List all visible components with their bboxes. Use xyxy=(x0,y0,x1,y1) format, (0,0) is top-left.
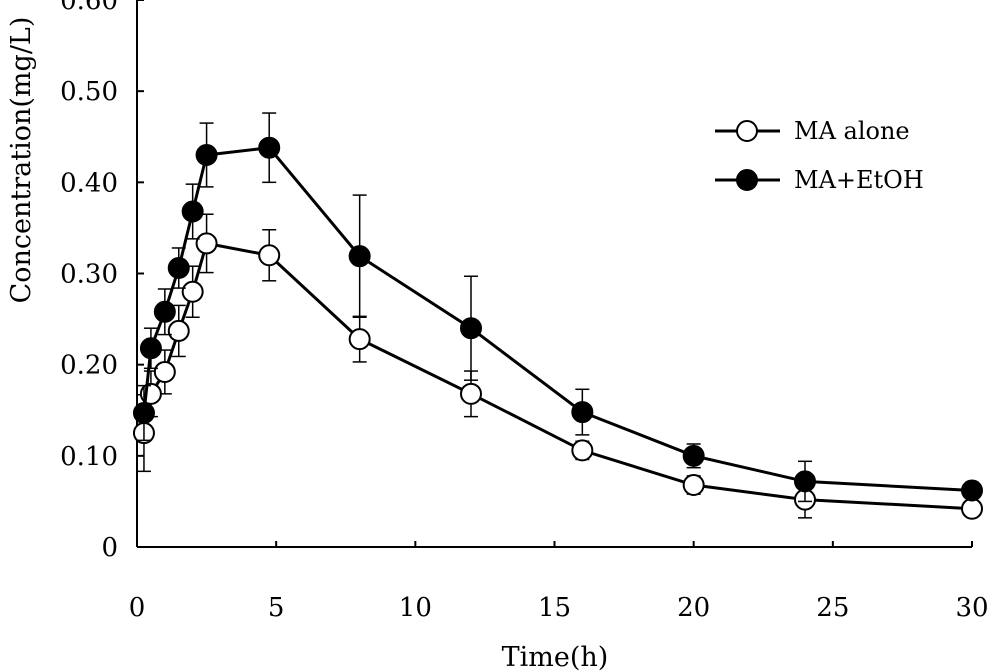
data-point xyxy=(794,470,816,493)
data-point xyxy=(153,360,176,383)
data-point xyxy=(167,257,190,280)
data-point xyxy=(348,245,371,268)
legend-marker-ma-etoh xyxy=(736,169,758,191)
y-tick-label: 0.50 xyxy=(60,77,118,107)
series-layer xyxy=(132,112,983,520)
x-tick-label: 0 xyxy=(129,593,146,623)
data-point xyxy=(139,337,162,360)
data-point xyxy=(195,143,218,166)
series-0 xyxy=(132,213,983,520)
legend-item-ma-etoh: MA+EtOH xyxy=(715,166,924,194)
data-point xyxy=(195,232,218,255)
data-point xyxy=(682,474,705,497)
data-point xyxy=(348,328,371,351)
axes xyxy=(136,0,972,548)
data-point xyxy=(258,136,281,159)
legend-label-ma-etoh: MA+EtOH xyxy=(794,166,924,194)
data-point xyxy=(132,401,155,424)
data-point xyxy=(460,382,482,405)
data-point xyxy=(153,300,176,323)
series-line xyxy=(142,241,973,511)
x-tick-label: 10 xyxy=(399,593,432,623)
y-tick-label: 0.10 xyxy=(60,442,118,472)
x-tick-label: 30 xyxy=(955,593,988,623)
x-axis-ticks: 0 5 10 15 20 25 30 xyxy=(129,541,989,623)
series-1 xyxy=(132,112,983,503)
legend-marker-ma-alone xyxy=(736,120,758,142)
data-point xyxy=(571,401,594,424)
x-tick-label: 15 xyxy=(538,593,571,623)
y-axis-ticks: 0 0.10 0.20 0.30 0.40 0.50 0.60 xyxy=(60,0,144,563)
data-point xyxy=(258,244,281,267)
legend: MA alone MA+EtOH xyxy=(715,117,924,194)
data-point xyxy=(961,497,983,520)
x-tick-label: 20 xyxy=(677,593,710,623)
data-point xyxy=(167,319,190,342)
y-tick-label: 0.20 xyxy=(60,351,118,381)
y-axis-title: Concentration(mg/L) xyxy=(6,17,37,304)
y-tick-label: 0.40 xyxy=(60,168,118,198)
data-point xyxy=(181,280,204,303)
y-tick-label: 0.30 xyxy=(60,260,118,290)
legend-item-ma-alone: MA alone xyxy=(715,117,910,145)
x-tick-label: 25 xyxy=(816,593,849,623)
y-tick-label: 0.60 xyxy=(60,0,118,16)
data-point xyxy=(961,479,983,502)
y-tick-label: 0 xyxy=(101,533,118,563)
data-point xyxy=(682,444,705,467)
data-point xyxy=(460,317,482,340)
x-tick-label: 5 xyxy=(268,593,285,623)
data-point xyxy=(571,439,594,462)
legend-label-ma-alone: MA alone xyxy=(794,117,910,145)
x-axis-title: Time(h) xyxy=(502,642,609,671)
data-point xyxy=(181,200,204,223)
